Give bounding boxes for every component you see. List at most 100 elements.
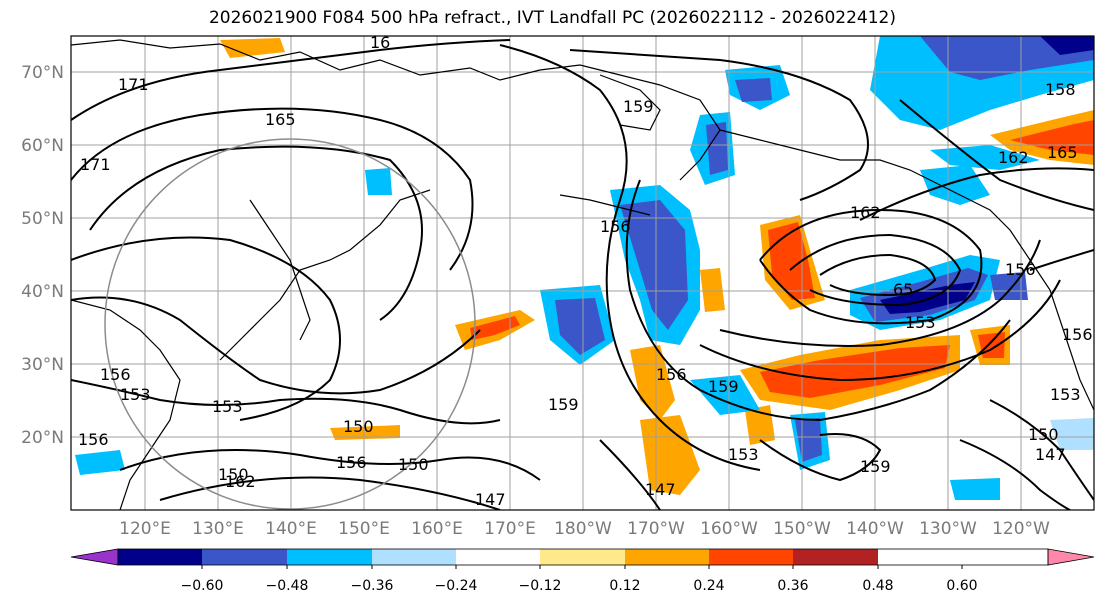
contour-label: 159: [860, 457, 891, 476]
colorbar-segment: [625, 549, 709, 565]
contour-label: 159: [623, 97, 654, 116]
shade-region: [920, 36, 1094, 80]
lat-label: 60°N: [21, 136, 64, 156]
lon-label: 180°W: [554, 519, 612, 539]
colorbar-extend-low: [70, 548, 119, 566]
lat-label: 30°N: [21, 355, 64, 375]
colorbar-tick-label: 0.60: [946, 578, 977, 594]
contour-label-group: 171 165 16 159 158 65 162 165 162 156 15…: [78, 36, 1093, 509]
lon-label: 170°W: [627, 519, 685, 539]
colorbar-segment: [709, 549, 793, 565]
shade-region: [930, 145, 1040, 170]
colorbar-tick-label: −0.60: [181, 578, 224, 594]
colorbar-outline: [117, 548, 1049, 566]
colorbar-segment: [793, 549, 878, 565]
shade-region: [75, 450, 125, 475]
shade-region: [365, 168, 392, 195]
lat-label: 40°N: [21, 282, 64, 302]
contour-label: 153: [728, 445, 759, 464]
contour-label: 150: [398, 455, 429, 474]
shade-region: [1040, 36, 1094, 55]
map-frame: [70, 35, 1095, 511]
colorbar-ticks: −0.60 −0.48 −0.36 −0.24 −0.12 0.12 0.24 …: [181, 578, 978, 594]
contour-label: 171: [118, 75, 149, 94]
shade-region: [640, 415, 700, 495]
contour-label: 156: [656, 365, 687, 384]
shade-region: [950, 478, 1000, 500]
latitude-axis: 70°N 60°N 50°N 40°N 30°N 20°N: [21, 63, 64, 448]
lon-label: 170°E: [484, 519, 536, 539]
contour-label: 156: [1005, 260, 1036, 279]
lon-label: 130°W: [919, 519, 977, 539]
longitude-axis: 120°E 130°E 140°E 150°E 160°E 170°E 180°…: [119, 519, 1050, 539]
contour-label: 156: [336, 453, 367, 472]
lon-label: 140°E: [265, 519, 317, 539]
contour-label: 165: [265, 110, 296, 129]
lat-label: 20°N: [21, 428, 64, 448]
contour-label: 150: [218, 465, 249, 484]
shade-region: [330, 425, 400, 440]
shade-region: [700, 268, 725, 312]
shade-region: [620, 200, 688, 330]
contour-label: 165: [1047, 143, 1078, 162]
lat-label: 50°N: [21, 209, 64, 229]
lat-label: 70°N: [21, 63, 64, 83]
contour-label: 65: [893, 280, 913, 299]
colorbar-tick-label: 0.36: [777, 578, 808, 594]
lon-label: 130°E: [192, 519, 244, 539]
contour-label: 158: [1045, 80, 1076, 99]
contour-label: 156: [100, 365, 131, 384]
colorbar-segment: [287, 549, 372, 565]
contour-label: 147: [645, 480, 676, 499]
shade-region: [920, 165, 990, 205]
contour-label: 150: [1028, 425, 1059, 444]
lon-label: 140°W: [846, 519, 904, 539]
colorbar-tick-label: 0.24: [693, 578, 724, 594]
contour-label: 153: [120, 385, 151, 404]
contour-label: 147: [1035, 445, 1066, 464]
colorbar-tick-label: −0.12: [519, 578, 562, 594]
lon-label: 160°W: [700, 519, 758, 539]
ivt-shading: [75, 36, 1094, 500]
contour-label: 147: [475, 490, 506, 509]
shade-region: [735, 78, 772, 102]
colorbar-tick-label: −0.24: [435, 578, 478, 594]
contour-label: 153: [905, 313, 936, 332]
contour-label: 156: [600, 217, 631, 236]
contour-label: 156: [1062, 325, 1093, 344]
great-circle-outline: [104, 138, 476, 510]
contour-label: 171: [80, 155, 111, 174]
contour-label: 159: [548, 395, 579, 414]
shade-region: [1010, 120, 1094, 155]
refractivity-contours: [71, 39, 1094, 510]
colorbar-tick-label: −0.36: [351, 578, 394, 594]
contour-label: 162: [225, 472, 256, 491]
shade-region: [690, 375, 760, 415]
colorbar-segment: [456, 549, 540, 565]
lon-label: 120°W: [992, 519, 1050, 539]
shade-region: [760, 345, 950, 398]
contour-label: 153: [1050, 385, 1081, 404]
colorbar-segment: [118, 549, 202, 565]
contour-label: 150: [343, 417, 374, 436]
colorbar: [70, 548, 1095, 569]
contour-label: 159: [708, 377, 739, 396]
shade-region: [1050, 418, 1094, 450]
lon-label: 120°E: [119, 519, 171, 539]
colorbar-tick-label: −0.48: [266, 578, 309, 594]
colorbar-tick-label: 0.48: [862, 578, 893, 594]
colorbar-tick-label: 0.12: [609, 578, 640, 594]
contour-label: 153: [212, 397, 243, 416]
contour-label: 156: [78, 430, 109, 449]
shade-region: [706, 122, 728, 175]
colorbar-segment: [372, 549, 456, 565]
contour-label: 162: [850, 203, 881, 222]
colorbar-segment: [202, 549, 287, 565]
lon-label: 150°E: [338, 519, 390, 539]
colorbar-extend-high: [1047, 548, 1095, 566]
coastlines: [71, 39, 1094, 510]
shade-region: [470, 316, 520, 340]
colorbar-segment: [540, 549, 625, 565]
shade-region: [220, 38, 285, 58]
